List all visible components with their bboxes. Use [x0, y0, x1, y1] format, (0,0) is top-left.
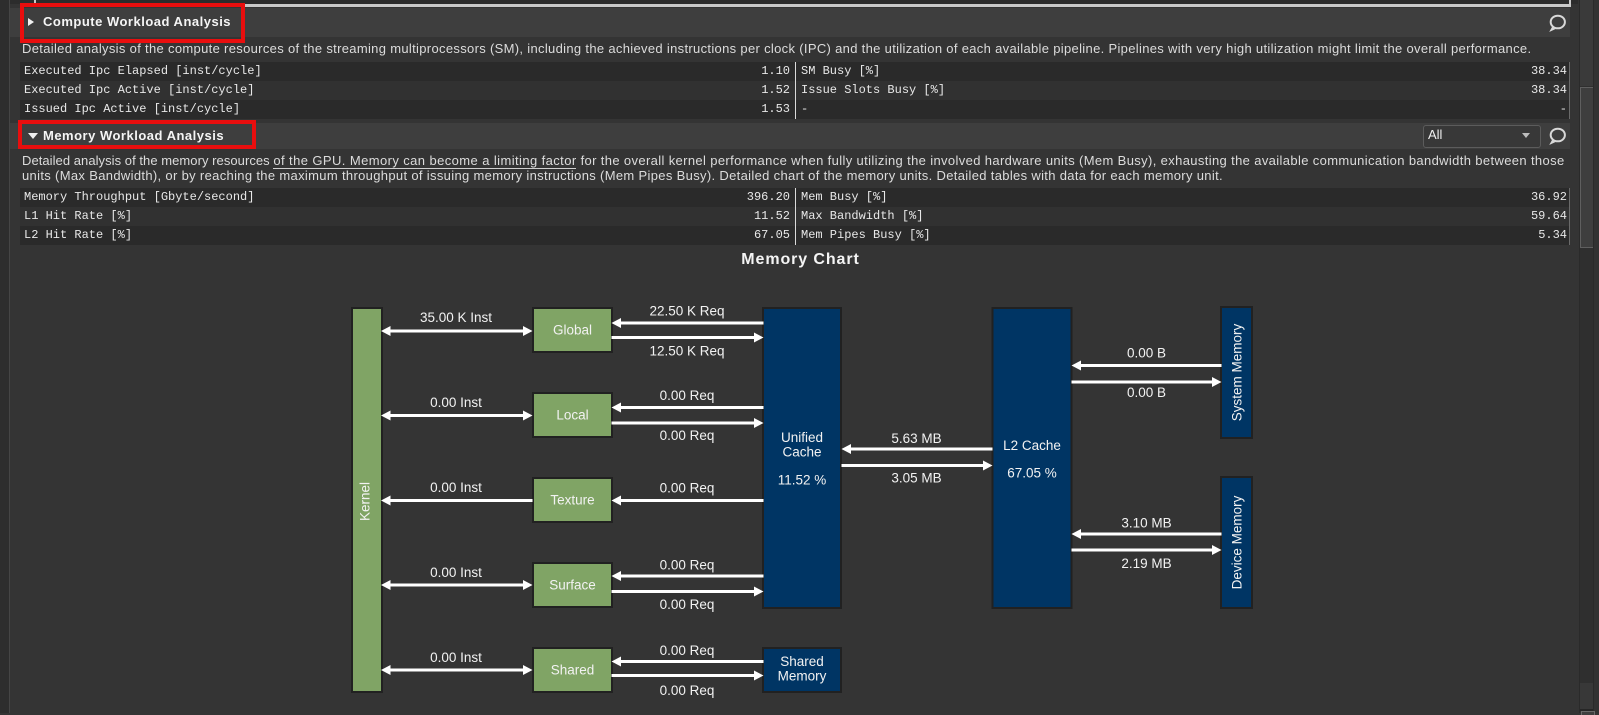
svg-text:0.00 B: 0.00 B — [1127, 385, 1166, 400]
svg-text:Kernel: Kernel — [358, 482, 373, 521]
svg-text:Memory: Memory — [778, 669, 827, 684]
svg-text:67.05 %: 67.05 % — [1007, 466, 1057, 481]
svg-text:2.19 MB: 2.19 MB — [1121, 556, 1171, 571]
svg-text:0.00 Req: 0.00 Req — [660, 683, 715, 698]
svg-text:0.00 Inst: 0.00 Inst — [430, 395, 482, 410]
svg-text:Shared: Shared — [780, 654, 824, 669]
svg-text:System Memory: System Memory — [1230, 323, 1245, 421]
svg-text:0.00 Req: 0.00 Req — [660, 558, 715, 573]
svg-text:0.00 Req: 0.00 Req — [660, 481, 715, 496]
svg-text:0.00 Inst: 0.00 Inst — [430, 480, 482, 495]
svg-text:3.05 MB: 3.05 MB — [891, 471, 941, 486]
svg-text:0.00 Inst: 0.00 Inst — [430, 565, 482, 580]
svg-text:12.50 K Req: 12.50 K Req — [649, 344, 724, 359]
svg-text:Cache: Cache — [782, 445, 821, 460]
svg-text:Global: Global — [553, 323, 592, 338]
svg-text:L2 Cache: L2 Cache — [1003, 438, 1061, 453]
svg-text:Surface: Surface — [549, 578, 596, 593]
svg-text:11.52 %: 11.52 % — [778, 473, 827, 488]
svg-text:Device Memory: Device Memory — [1230, 495, 1245, 589]
svg-text:0.00 B: 0.00 B — [1127, 346, 1166, 361]
svg-text:Shared: Shared — [551, 663, 595, 678]
svg-text:22.50 K Req: 22.50 K Req — [649, 304, 724, 319]
svg-text:35.00 K Inst: 35.00 K Inst — [420, 310, 492, 325]
svg-text:0.00 Inst: 0.00 Inst — [430, 650, 482, 665]
svg-text:Local: Local — [556, 408, 588, 423]
svg-text:Unified: Unified — [781, 430, 823, 445]
svg-text:0.00 Req: 0.00 Req — [660, 643, 715, 658]
svg-text:0.00 Req: 0.00 Req — [660, 428, 715, 443]
svg-text:0.00 Req: 0.00 Req — [660, 597, 715, 612]
svg-text:5.63 MB: 5.63 MB — [891, 431, 941, 446]
svg-text:Texture: Texture — [550, 493, 594, 508]
svg-text:3.10 MB: 3.10 MB — [1121, 516, 1171, 531]
svg-text:0.00 Req: 0.00 Req — [660, 388, 715, 403]
